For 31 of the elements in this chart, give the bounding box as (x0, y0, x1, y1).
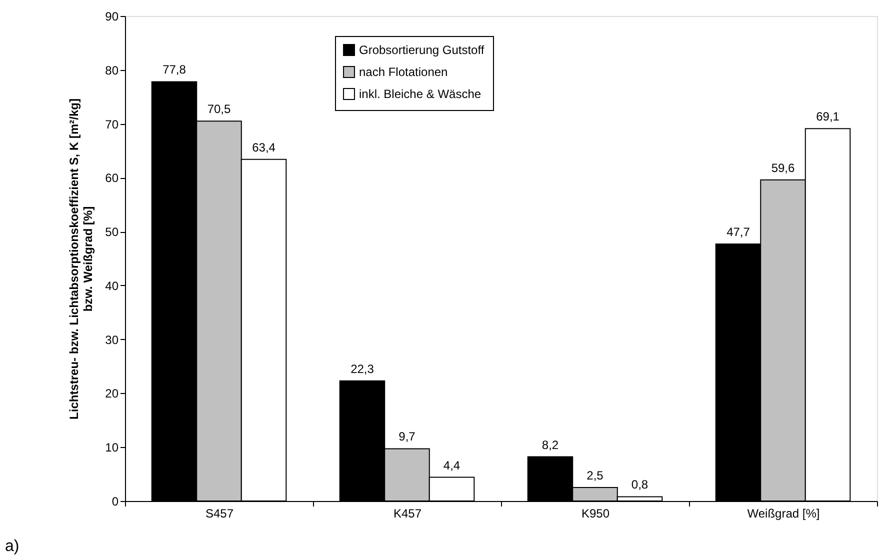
data-label: 63,4 (252, 140, 276, 154)
data-label: 47,7 (726, 224, 750, 239)
text: a) (5, 538, 20, 555)
legend-label: Grobsortierung Gutstoff (359, 43, 485, 57)
data-label: 77,8 (162, 62, 186, 77)
data-label: 59,6 (771, 160, 795, 175)
y-tick-label: 10 (105, 440, 119, 455)
y-axis-title: Lichtstreu- bzw. Lichtabsorptionskoeffizient S, K [m²/kg] bzw. Weißgrad [%] (67, 98, 96, 420)
y-tick-label: 80 (105, 63, 119, 78)
y-tick-label: 30 (105, 332, 119, 347)
y-tick-label: 20 (105, 386, 119, 401)
x-tick-label: K457 (393, 506, 422, 520)
data-label: 0,8 (631, 478, 648, 492)
data-label: 70,5 (207, 102, 231, 116)
y-tick-label: 0 (112, 494, 119, 508)
y-tick-label: 90 (105, 10, 119, 24)
x-tick-label: Weißgrad [%] (747, 506, 820, 520)
data-label: 2,5 (586, 468, 604, 483)
legend-label: inkl. Bleiche & Wäsche (359, 87, 482, 101)
data-label: 69,1 (816, 110, 840, 124)
data-label: 9,7 (398, 430, 416, 444)
data-label: 22,3 (350, 362, 374, 376)
y-tick-label: 70 (105, 117, 119, 132)
legend-label: nach Flotationen (359, 65, 448, 79)
data-label: 8,2 (542, 438, 559, 452)
x-tick-label: K950 (581, 506, 610, 520)
y-tick-label: 50 (105, 225, 119, 240)
data-label: 4,4 (443, 458, 460, 472)
y-tick-label: 40 (105, 278, 119, 293)
y-tick-label: 60 (105, 171, 119, 186)
x-tick-label: S457 (205, 506, 234, 520)
